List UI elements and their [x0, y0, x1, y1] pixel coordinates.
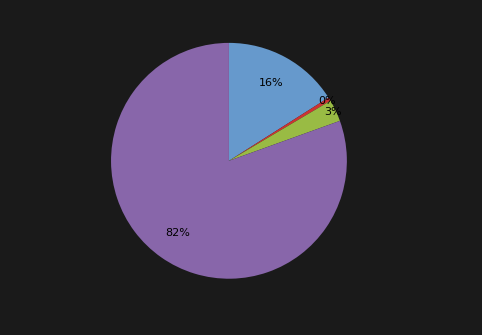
Wedge shape	[229, 101, 340, 161]
Wedge shape	[229, 97, 331, 161]
Text: 0%: 0%	[318, 96, 336, 106]
Text: 3%: 3%	[324, 107, 342, 117]
Wedge shape	[229, 43, 329, 161]
Wedge shape	[111, 43, 347, 279]
Text: 82%: 82%	[166, 228, 190, 238]
Text: 16%: 16%	[259, 78, 284, 88]
